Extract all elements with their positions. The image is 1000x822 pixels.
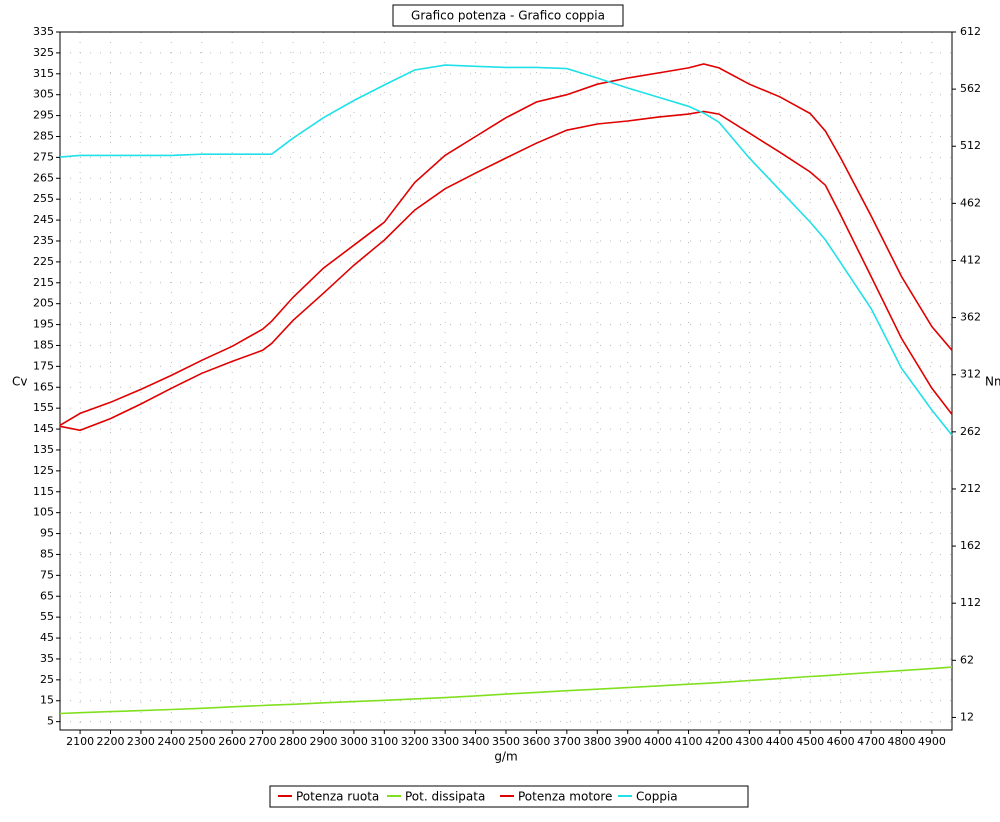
x-tick-label: 2100 <box>66 735 94 748</box>
x-tick-label: 3600 <box>522 735 550 748</box>
title-box <box>392 4 624 27</box>
y-tick-label: 315 <box>33 67 54 80</box>
x-tick-label: 4300 <box>735 735 763 748</box>
x-tick-label: 3300 <box>431 735 459 748</box>
y-tick-label: 185 <box>33 338 54 351</box>
y2-axis-label: Nm <box>985 375 1000 389</box>
x-tick-label: 3900 <box>614 735 642 748</box>
x-tick-label: 3500 <box>492 735 520 748</box>
x-tick-label: 3200 <box>401 735 429 748</box>
y2-tick-label: 112 <box>960 596 981 609</box>
x-tick-label: 3400 <box>462 735 490 748</box>
y2-tick-label: 162 <box>960 539 981 552</box>
x-tick-label: 2200 <box>97 735 125 748</box>
x-tick-label: 4700 <box>857 735 885 748</box>
x-tick-label: 4800 <box>887 735 915 748</box>
x-tick-label: 2400 <box>157 735 185 748</box>
x-tick-label: 2900 <box>309 735 337 748</box>
y2-tick-label: 412 <box>960 253 981 266</box>
y2-tick-label: 362 <box>960 311 981 324</box>
series-line <box>59 110 953 432</box>
y-tick-label: 55 <box>40 610 54 623</box>
series-line <box>59 63 953 426</box>
y-tick-label: 35 <box>40 652 54 665</box>
y-tick-label: 45 <box>40 631 54 644</box>
series-line <box>59 666 953 715</box>
x-tick-label: 4100 <box>675 735 703 748</box>
legend-label: Coppia <box>636 790 678 804</box>
y-tick-label: 205 <box>33 297 54 310</box>
legend-label: Potenza ruota <box>296 790 379 804</box>
x-tick-label: 3700 <box>553 735 581 748</box>
series-line <box>59 64 953 436</box>
y-tick-label: 15 <box>40 694 54 707</box>
x-axis-label: g/m <box>494 750 517 764</box>
x-tick-label: 4400 <box>766 735 794 748</box>
y-tick-label: 105 <box>33 506 54 519</box>
y2-tick-label: 262 <box>960 425 981 438</box>
y-tick-label: 245 <box>33 213 54 226</box>
y-tick-label: 5 <box>47 715 54 728</box>
y-tick-label: 135 <box>33 443 54 456</box>
x-tick-label: 2300 <box>127 735 155 748</box>
y-tick-label: 115 <box>33 485 54 498</box>
y2-tick-label: 62 <box>960 653 974 666</box>
x-tick-label: 3100 <box>370 735 398 748</box>
y-tick-label: 275 <box>33 150 54 163</box>
y-axis-label: Cv <box>12 375 27 389</box>
y-tick-label: 265 <box>33 171 54 184</box>
y-tick-label: 145 <box>33 422 54 435</box>
y2-tick-label: 312 <box>960 368 981 381</box>
y-tick-label: 295 <box>33 109 54 122</box>
x-tick-label: 4200 <box>705 735 733 748</box>
y-tick-label: 25 <box>40 673 54 686</box>
chart-title: Grafico potenza - Grafico coppia <box>411 9 605 23</box>
y-tick-label: 285 <box>33 129 54 142</box>
y-tick-label: 165 <box>33 380 54 393</box>
y-tick-label: 155 <box>33 401 54 414</box>
x-tick-label: 2700 <box>249 735 277 748</box>
y2-tick-label: 462 <box>960 196 981 209</box>
x-tick-label: 3000 <box>340 735 368 748</box>
y-tick-label: 195 <box>33 318 54 331</box>
y-tick-label: 75 <box>40 568 54 581</box>
y2-tick-label: 512 <box>960 139 981 152</box>
y-tick-label: 235 <box>33 234 54 247</box>
y-tick-label: 95 <box>40 527 54 540</box>
x-tick-label: 2600 <box>218 735 246 748</box>
x-tick-label: 2800 <box>279 735 307 748</box>
y-tick-label: 215 <box>33 276 54 289</box>
y2-tick-label: 562 <box>960 82 981 95</box>
y-tick-label: 85 <box>40 547 54 560</box>
y-tick-label: 335 <box>33 25 54 38</box>
x-tick-label: 2500 <box>188 735 216 748</box>
x-tick-label: 4600 <box>827 735 855 748</box>
x-tick-label: 4500 <box>796 735 824 748</box>
x-tick-label: 4000 <box>644 735 672 748</box>
y2-tick-label: 12 <box>960 710 974 723</box>
y-tick-label: 225 <box>33 255 54 268</box>
legend-label: Potenza motore <box>518 790 612 804</box>
y-tick-label: 325 <box>33 46 54 59</box>
y-tick-label: 125 <box>33 464 54 477</box>
x-tick-label: 4900 <box>918 735 946 748</box>
x-tick-label: 3800 <box>583 735 611 748</box>
y-tick-label: 175 <box>33 359 54 372</box>
y-tick-label: 305 <box>33 88 54 101</box>
plot-border <box>59 31 953 731</box>
legend-label: Pot. dissipata <box>405 790 485 804</box>
y2-tick-label: 612 <box>960 25 981 38</box>
y-tick-label: 255 <box>33 192 54 205</box>
y-tick-label: 65 <box>40 589 54 602</box>
y2-tick-label: 212 <box>960 482 981 495</box>
